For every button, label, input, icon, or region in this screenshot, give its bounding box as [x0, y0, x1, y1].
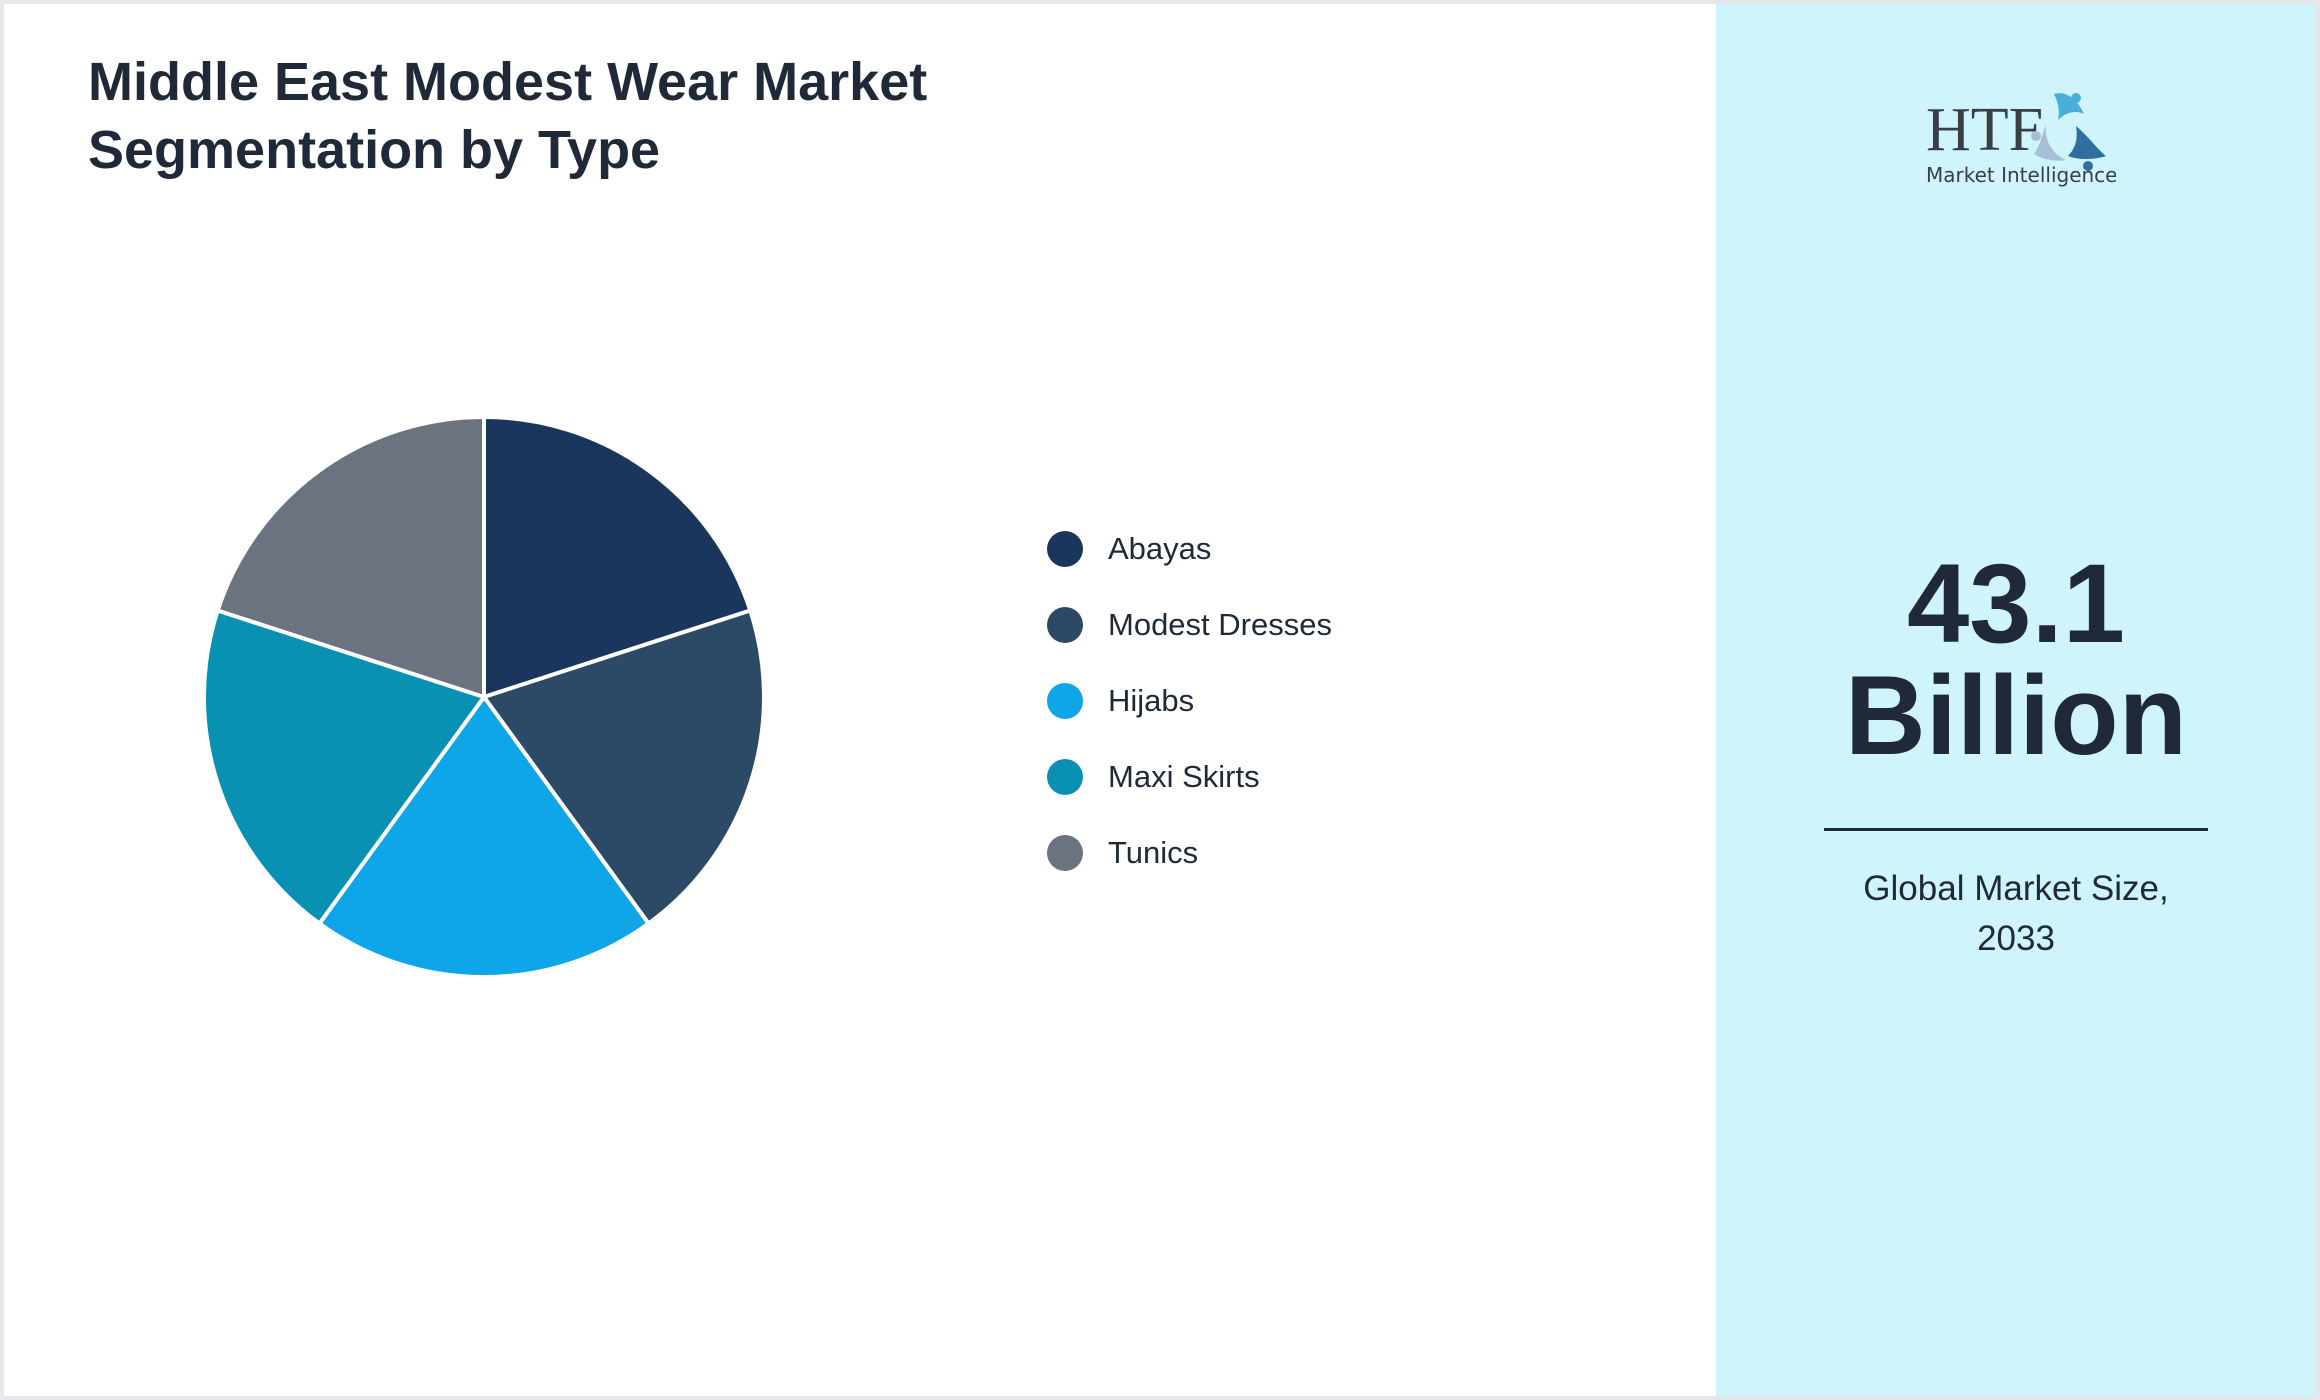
chart-title: Middle East Modest Wear Market Segmentat…	[88, 52, 928, 180]
legend-swatch	[1047, 531, 1083, 567]
legend-item: Maxi Skirts	[1047, 757, 1260, 797]
legend-swatch	[1047, 759, 1083, 795]
market-size-panel: HTF Market Intelligence 43.1 Billion Glo…	[1716, 4, 2316, 1396]
legend-label: Hijabs	[1108, 683, 1195, 718]
caption-line-1: Global Market Size,	[1863, 869, 2169, 908]
legend-swatch	[1047, 683, 1083, 719]
legend-label: Tunics	[1108, 835, 1199, 870]
market-value: 43.1	[1907, 541, 2125, 666]
pie-slice-modest-dresses	[480, 607, 766, 927]
legend-item: Modest Dresses	[1047, 605, 1332, 645]
legend-label: Modest Dresses	[1108, 607, 1332, 642]
htf-logo: HTF Market Intelligence	[1926, 93, 2116, 187]
legend-item: Hijabs	[1047, 681, 1194, 721]
legend-item: Tunics	[1047, 833, 1198, 873]
svg-text:Market Intelligence: Market Intelligence	[1926, 163, 2116, 187]
pie-slice-tunics	[215, 414, 486, 700]
pie-chart	[202, 414, 766, 979]
pie-slice-abayas	[482, 414, 753, 700]
legend-swatch	[1047, 835, 1083, 871]
legend-item: Abayas	[1047, 529, 1211, 569]
market-value-unit: Billion	[1844, 653, 2188, 778]
pie-slice-hijabs	[316, 693, 652, 979]
legend-label: Abayas	[1108, 531, 1212, 566]
svg-text:HTF: HTF	[1926, 96, 2043, 164]
legend-swatch	[1047, 607, 1083, 643]
caption-line-2: 2033	[1977, 919, 2055, 958]
divider	[1824, 828, 2208, 831]
legend-label: Maxi Skirts	[1108, 759, 1260, 794]
pie-slice-maxi-skirts	[202, 607, 488, 927]
market-caption: Global Market Size, 2033	[1716, 864, 2316, 964]
